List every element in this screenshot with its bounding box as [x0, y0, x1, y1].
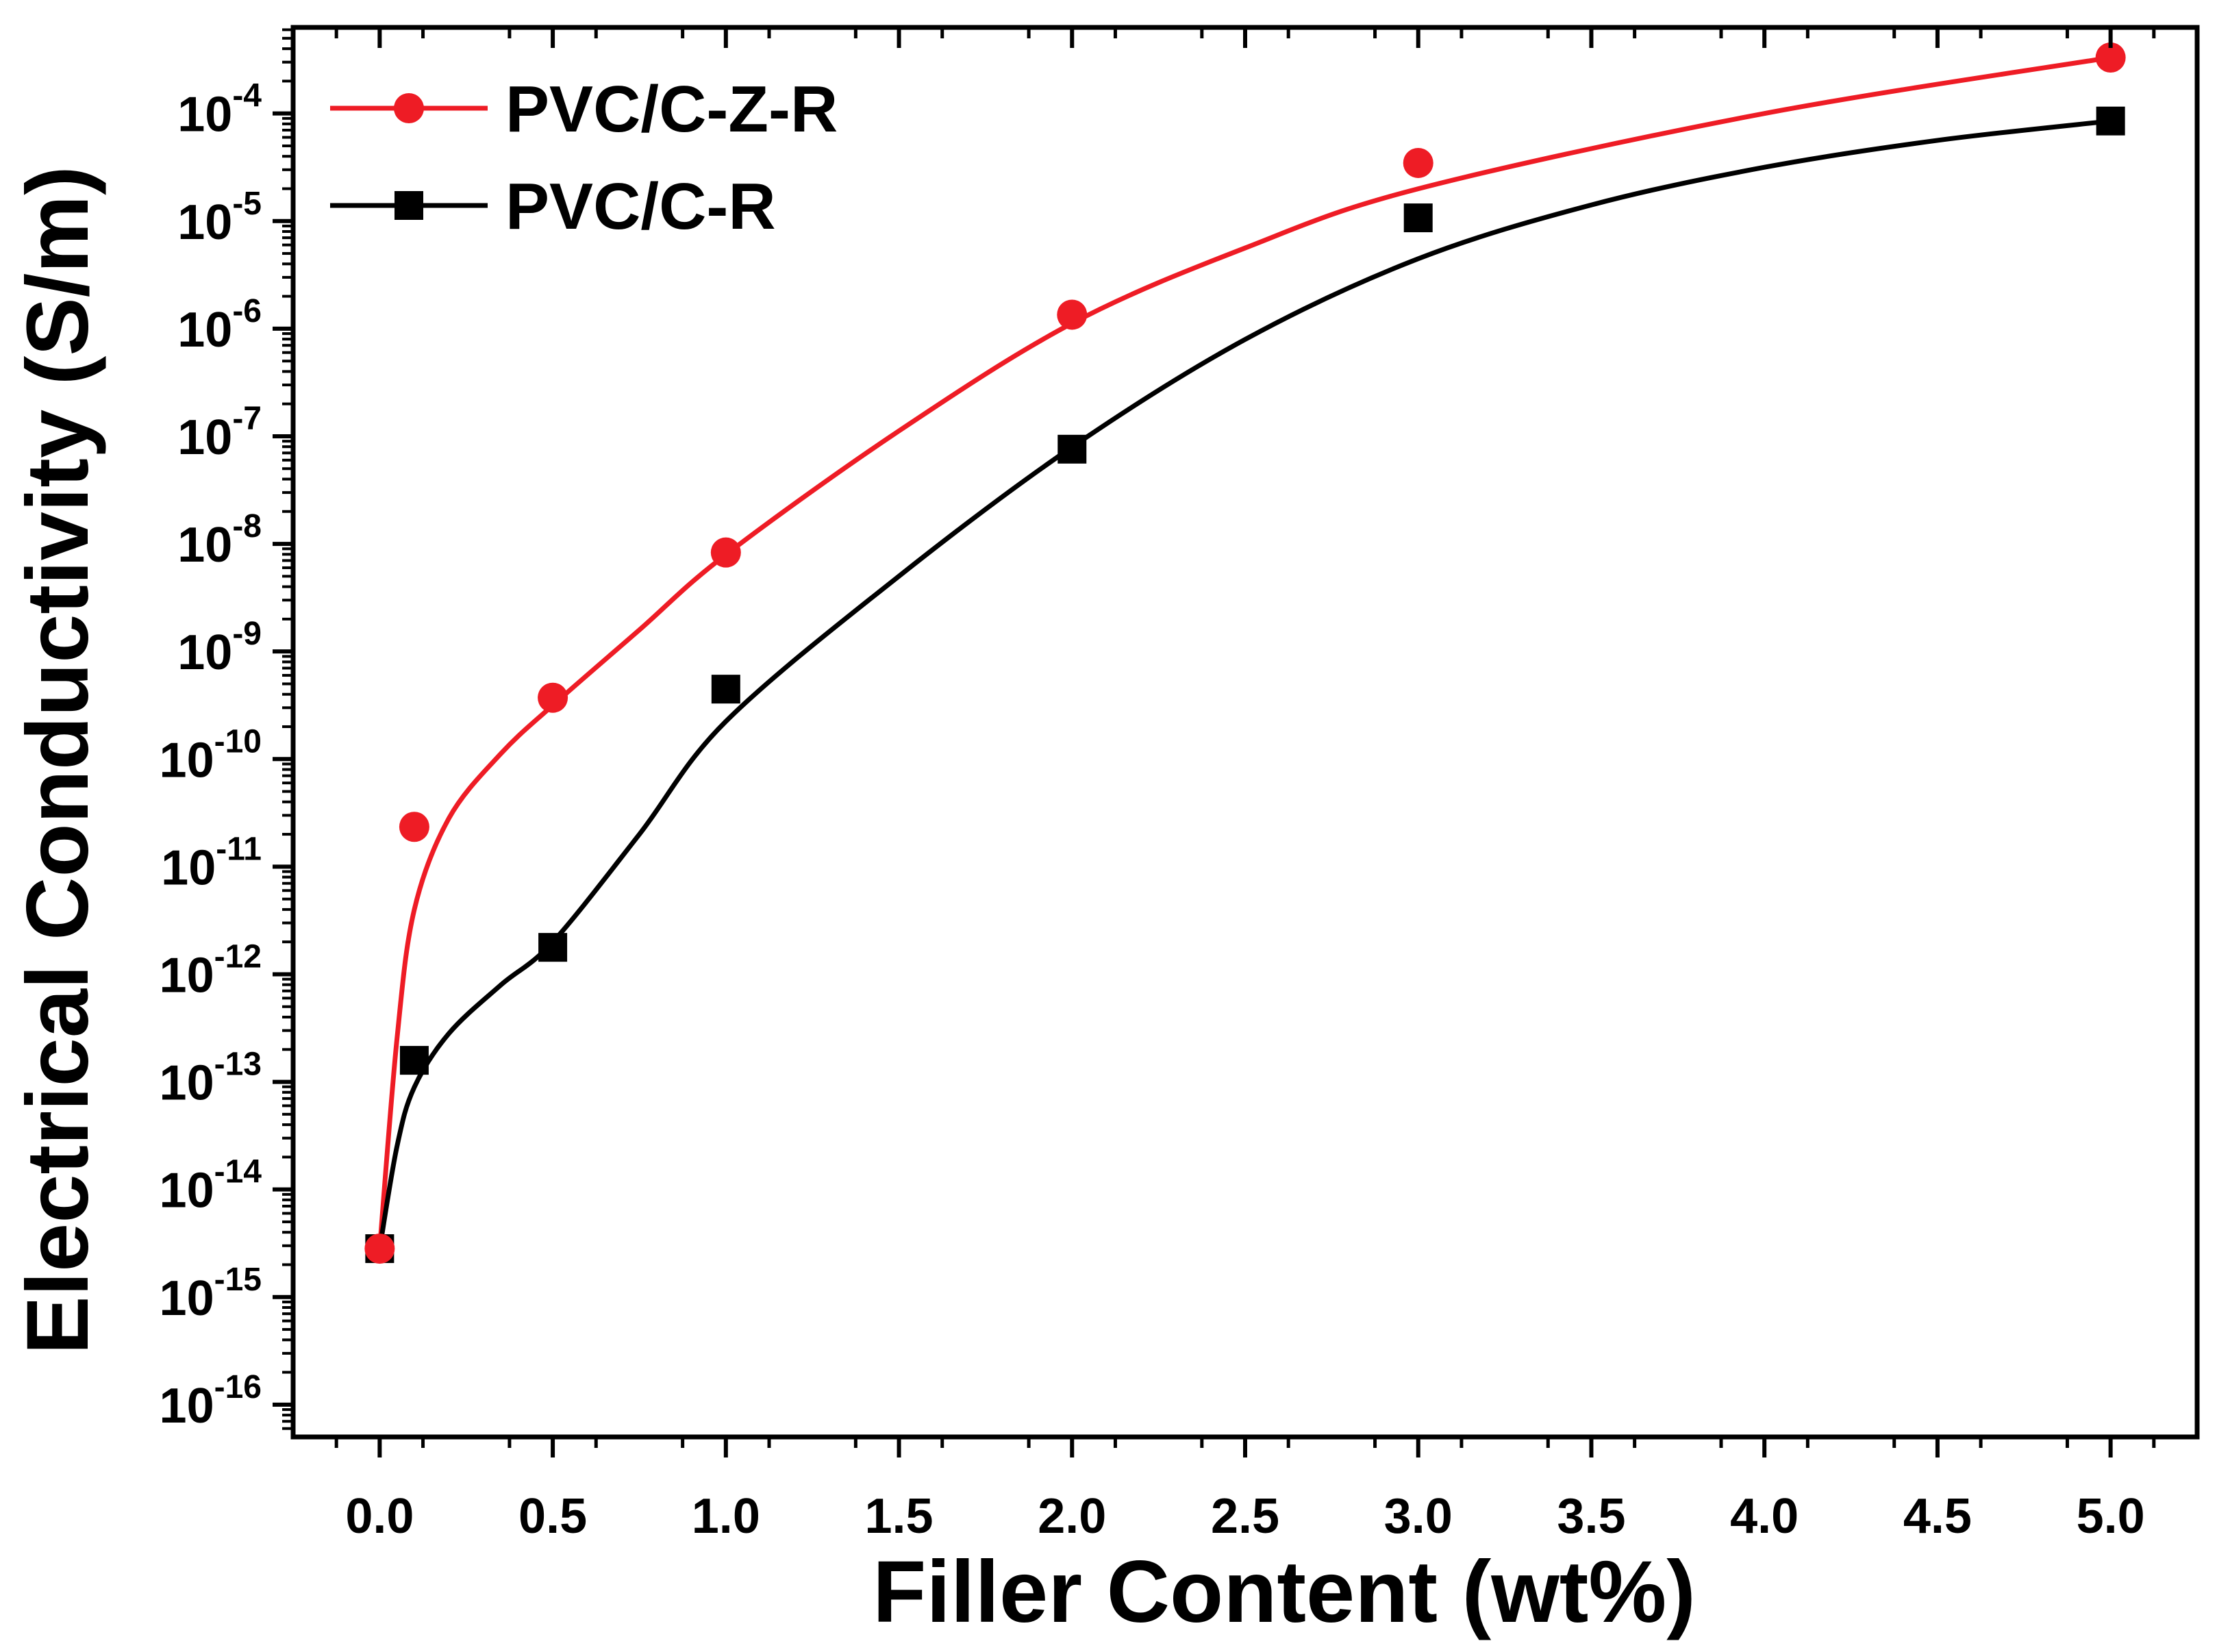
y-axis-title: Electrical Conductivity (S/m) [9, 166, 107, 1355]
data-point-square [399, 1046, 429, 1075]
legend-label: PVC/C-R [505, 170, 776, 243]
y-tick-label: 10-9 [177, 616, 262, 680]
axes: 0.0 0.5 1.0 1.5 2.0 2.5 3.0 3.5 4.0 4.5 5.0 10-16 10… [160, 25, 2200, 1544]
legend-marker-circle [394, 93, 424, 123]
plot-area [364, 42, 2126, 1264]
data-point-circle [1403, 147, 1433, 178]
y-tick-label: 10-16 [160, 1369, 262, 1434]
y-tick-label: 10-7 [177, 401, 262, 465]
x-tick-label: 2.0 [1038, 1489, 1106, 1544]
y-tick-label: 10-15 [160, 1262, 262, 1326]
x-tick-label: 2.5 [1211, 1489, 1279, 1544]
data-point-square [538, 933, 568, 962]
x-tick-label: 3.5 [1557, 1489, 1625, 1544]
x-tick-label: 1.5 [864, 1489, 933, 1544]
y-tick-label: 10-14 [160, 1154, 262, 1218]
y-tick-label: 10-4 [177, 78, 262, 142]
legend-label: PVC/C-Z-R [505, 73, 838, 146]
x-tick-label: 3.0 [1384, 1489, 1453, 1544]
data-point-circle [710, 537, 741, 568]
data-point-square [2096, 106, 2125, 136]
y-tick-label: 10-11 [161, 831, 262, 895]
y-tick-label: 10-5 [177, 186, 262, 250]
x-tick-label: 4.5 [1903, 1489, 1972, 1544]
data-point-circle [399, 812, 429, 842]
y-tick-label: 10-13 [160, 1047, 262, 1111]
data-point-circle [2095, 42, 2126, 73]
series-line [377, 118, 2112, 1249]
legend-marker-square [394, 191, 423, 220]
x-tick-label: 1.0 [692, 1489, 760, 1544]
y-tick-label: 10-12 [160, 938, 262, 1003]
data-point-circle [538, 682, 568, 713]
data-point-circle [1057, 299, 1088, 330]
x-tick-label: 0.0 [345, 1489, 414, 1544]
y-tick-label: 10-10 [160, 723, 262, 788]
x-tick-label: 4.0 [1730, 1489, 1799, 1544]
x-tick-label: 0.5 [518, 1489, 587, 1544]
x-axis-title: Filler Content (wt%) [873, 1543, 1696, 1641]
series-line [377, 55, 2112, 1249]
data-point-circle [364, 1234, 395, 1264]
legend: PVC/C-Z-R PVC/C-R [330, 73, 838, 243]
x-tick-label: 5.0 [2077, 1489, 2145, 1544]
data-point-square [1057, 434, 1087, 464]
y-tick-label: 10-6 [177, 293, 262, 358]
data-point-square [711, 675, 740, 704]
data-point-square [1403, 203, 1433, 233]
y-tick-label: 10-8 [177, 508, 262, 573]
